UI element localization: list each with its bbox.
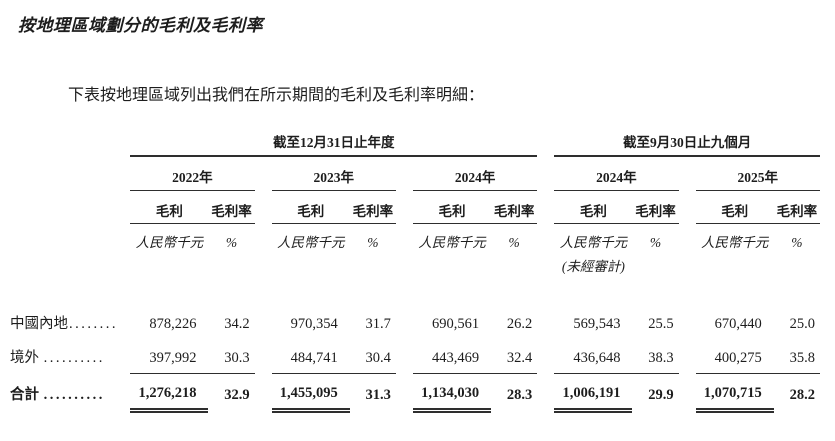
year-header-2022: 2022年: [130, 156, 255, 191]
leader-dots: ..........: [43, 350, 105, 366]
leader-dots: ........: [69, 316, 118, 332]
cell-value: 26.2: [506, 316, 533, 332]
col-header-profit: 毛利: [271, 190, 350, 224]
column-header-row: 毛利 毛利率 毛利 毛利率 毛利 毛利率 毛利 毛利率 毛利 毛利率: [8, 190, 820, 224]
unaudited-row: (未經審計): [8, 253, 820, 275]
cell-value: 34.2: [224, 316, 250, 332]
unit-percent: %: [367, 235, 379, 250]
cell-value: 443,469: [412, 339, 492, 374]
cell-value: 30.3: [208, 339, 255, 374]
col-header-margin: 毛利率: [632, 190, 679, 224]
table-row-overseas: 境外 .......... 397,992 30.3 484,741 30.4 …: [8, 339, 820, 374]
unit-percent: %: [225, 235, 238, 250]
unit-percent: %: [791, 235, 803, 250]
cell-value: 31.7: [365, 316, 391, 332]
total-value: 1,006,191: [554, 373, 633, 413]
group-header-row: 截至12月31日止年度 截至9月30日止九個月: [8, 131, 820, 157]
col-header-profit: 毛利: [554, 190, 633, 224]
cell-value: 32.4: [491, 339, 538, 374]
year-header-row: 2022年 2023年 2024年 2024年 2025年: [8, 156, 820, 191]
total-label: 合計 ..........: [10, 387, 105, 403]
year-header-2025-interim: 2025年: [695, 156, 820, 191]
col-header-profit: 毛利: [412, 190, 492, 224]
cell-value: 400,275: [695, 339, 774, 374]
col-header-margin: 毛利率: [773, 190, 820, 224]
unit-amount: 人民幣千元: [276, 235, 345, 250]
gross-profit-table: 截至12月31日止年度 截至9月30日止九個月 2022年 2023年 2024…: [8, 131, 820, 413]
group-header-interim: 截至9月30日止九個月: [554, 131, 820, 157]
row-label: 中國內地........: [10, 316, 118, 332]
cell-value: 670,440: [714, 316, 762, 332]
year-header-2024-interim: 2024年: [554, 156, 679, 191]
total-value: 1,455,095: [271, 373, 350, 413]
col-header-margin: 毛利率: [349, 190, 396, 224]
cell-value: 25.0: [789, 316, 815, 332]
col-header-profit: 毛利: [695, 190, 774, 224]
unaudited-note: (未經審計): [561, 259, 625, 274]
unit-amount: 人民幣千元: [418, 235, 486, 250]
unit-percent: %: [649, 235, 662, 250]
unit-amount: 人民幣千元: [135, 235, 204, 250]
year-header-2024: 2024年: [412, 156, 538, 191]
page-title: 按地理區域劃分的毛利及毛利率: [18, 16, 263, 35]
cell-value: 38.3: [632, 339, 679, 374]
total-value: 1,070,715: [695, 373, 774, 413]
total-value: 1,276,218: [130, 373, 209, 413]
total-value: 28.2: [789, 387, 815, 403]
total-value: 28.3: [506, 387, 533, 403]
leader-dots: ..........: [43, 387, 105, 403]
unit-amount: 人民幣千元: [559, 235, 628, 250]
units-row: 人民幣千元 % 人民幣千元 % 人民幣千元 % 人民幣千元 % 人民幣千元 %: [8, 224, 820, 254]
row-label: 境外 ..........: [10, 350, 105, 366]
cell-value: 25.5: [648, 316, 674, 332]
unit-percent: %: [508, 235, 520, 250]
cell-value: 397,992: [130, 339, 209, 374]
col-header-margin: 毛利率: [491, 190, 538, 224]
cell-value: 569,543: [573, 316, 621, 332]
cell-value: 436,648: [554, 339, 633, 374]
col-header-profit: 毛利: [130, 190, 209, 224]
unit-amount: 人民幣千元: [700, 235, 769, 250]
table-row-total: 合計 .......... 1,276,218 32.9 1,455,095 3…: [8, 373, 820, 413]
total-value: 29.9: [648, 387, 674, 403]
cell-value: 878,226: [149, 316, 197, 332]
table-row-mainland-china: 中國內地........ 878,226 34.2 970,354 31.7 6…: [8, 305, 820, 339]
cell-value: 484,741: [271, 339, 350, 374]
total-value: 1,134,030: [412, 373, 492, 413]
group-header-annual: 截至12月31日止年度: [130, 131, 538, 157]
intro-text: 下表按地理區域列出我們在所示期間的毛利及毛利率明細：: [68, 87, 485, 104]
total-value: 31.3: [365, 387, 391, 403]
year-header-2023: 2023年: [271, 156, 396, 191]
cell-value: 690,561: [432, 316, 480, 332]
total-value: 32.9: [224, 387, 250, 403]
cell-value: 970,354: [290, 316, 338, 332]
cell-value: 30.4: [349, 339, 396, 374]
cell-value: 35.8: [773, 339, 820, 374]
col-header-margin: 毛利率: [208, 190, 255, 224]
